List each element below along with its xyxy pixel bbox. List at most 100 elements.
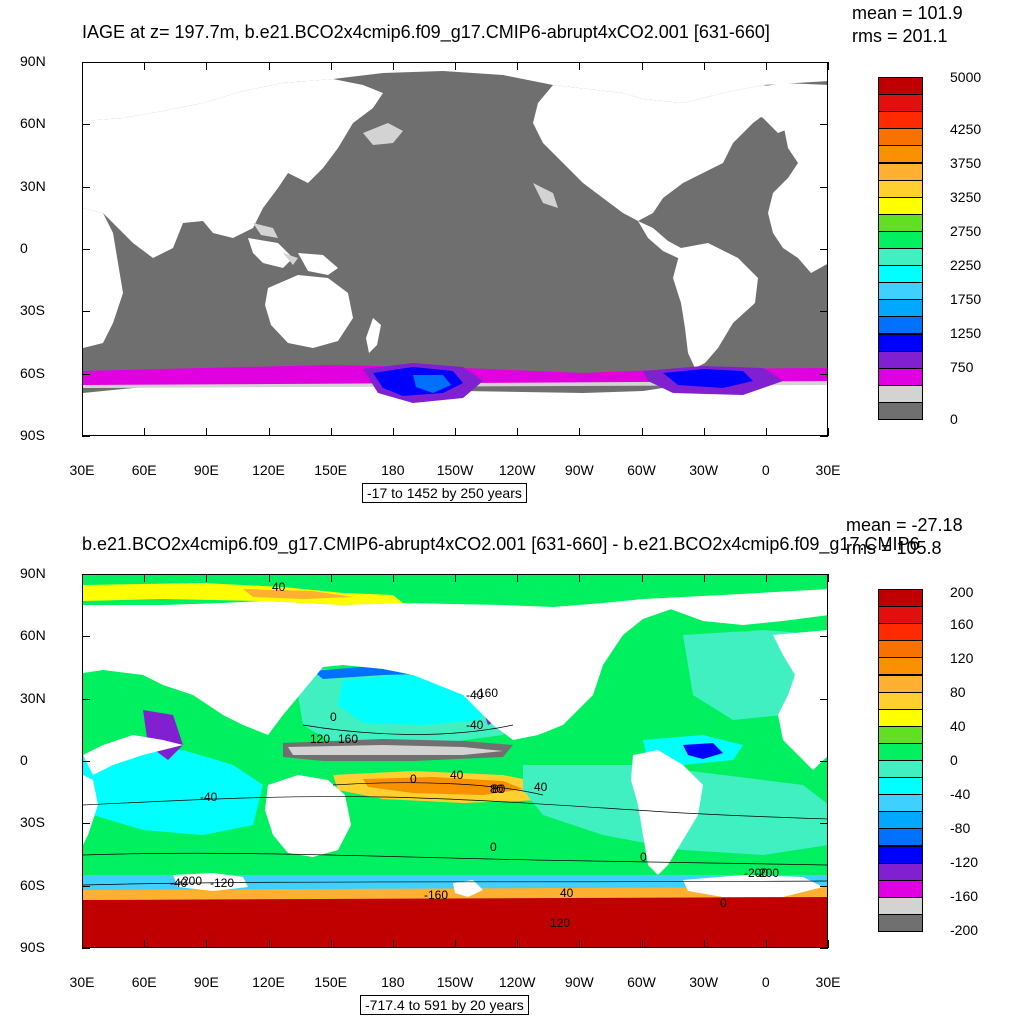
top-colorbar-label: 1750 <box>950 291 982 307</box>
top-colorbar-label: 2250 <box>950 257 982 273</box>
bottom-colorbar-swatch <box>878 674 923 693</box>
bottom-lon-tick <box>330 940 332 948</box>
top-lon-label: 0 <box>761 462 770 478</box>
bottom-lon-tick <box>144 574 146 582</box>
top-lon-tick <box>641 428 643 436</box>
top-map-title: IAGE at z= 197.7m, b.e21.BCO2x4cmip6.f09… <box>82 22 770 42</box>
top-lat-tick <box>82 249 90 250</box>
top-rms-label: rms = 201.1 <box>852 26 948 46</box>
contour-label: 0 <box>490 840 497 854</box>
bottom-lon-tick <box>144 940 146 948</box>
bottom-lon-tick <box>641 574 643 582</box>
contour-label: -200 <box>178 874 203 888</box>
bottom-lat-tick <box>82 698 90 700</box>
top-colorbar-swatch <box>878 248 923 267</box>
arctic-orange <box>243 589 353 599</box>
top-lon-label: 150E <box>314 462 348 478</box>
contour-label: 0 <box>720 896 727 910</box>
top-colorbar-swatch <box>878 384 923 403</box>
top-lon-label: 60E <box>131 462 157 478</box>
bottom-mean-label: mean = -27.18 <box>846 515 963 535</box>
bottom-colorbar-swatch <box>878 896 923 915</box>
top-colorbar-swatch <box>878 94 923 113</box>
bottom-lat-tick <box>82 885 90 887</box>
contour-label: 40 <box>534 780 548 794</box>
top-lon-label: 30W <box>689 462 719 478</box>
bottom-lon-tick <box>392 940 394 948</box>
top-lon-label: 60W <box>627 462 656 478</box>
bottom-lon-tick <box>765 940 767 948</box>
bottom-colorbar-swatch <box>878 879 923 898</box>
bottom-colorbar-label: 120 <box>950 650 974 666</box>
bottom-colorbar-label: 200 <box>950 584 974 600</box>
bottom-lon-tick <box>703 940 705 948</box>
contour-label: -160 <box>424 888 449 902</box>
bottom-colorbar-swatch <box>878 589 923 608</box>
top-colorbar-swatch <box>878 213 923 232</box>
bottom-colorbar-swatch <box>878 691 923 710</box>
top-lon-tick <box>392 428 394 436</box>
bottom-colorbar-swatch <box>878 811 923 830</box>
top-lon-tick <box>765 62 767 70</box>
top-lon-label: 150W <box>436 462 474 478</box>
top-map-plot <box>82 62 828 436</box>
bottom-colorbar-swatch <box>878 640 923 659</box>
top-colorbar-swatch <box>878 111 923 130</box>
top-lon-tick <box>517 62 519 70</box>
bottom-lon-label: 90E <box>193 974 219 990</box>
bottom-lat-label: 30S <box>20 814 45 831</box>
bottom-lon-tick <box>268 574 270 582</box>
bottom-lon-tick <box>330 574 332 582</box>
bottom-lat-label: 0 <box>20 752 28 768</box>
bottom-colorbar-label: -200 <box>950 922 979 938</box>
top-colorbar-swatch <box>878 162 923 181</box>
top-lon-label: 90W <box>564 462 594 478</box>
top-lat-tick <box>820 62 828 63</box>
top-lat-tick <box>820 311 828 313</box>
bottom-lon-tick <box>206 940 208 948</box>
top-lon-tick <box>330 62 332 70</box>
contour-label: 80 <box>492 782 506 796</box>
top-lon-tick <box>703 62 705 70</box>
top-lat-tick <box>820 186 828 188</box>
bottom-lon-label: 30E <box>815 974 841 990</box>
bottom-lon-label: 120W <box>498 974 536 990</box>
bottom-colorbar-swatch <box>878 777 923 796</box>
bottom-lat-tick <box>820 636 828 638</box>
top-colorbar-swatch <box>878 333 923 352</box>
bottom-lon-label: 150W <box>436 974 474 990</box>
bottom-colorbar-swatch <box>878 862 923 881</box>
top-lat-label: 60N <box>20 115 46 132</box>
top-lon-tick <box>455 428 456 436</box>
contour-label: 120 <box>550 916 571 930</box>
contour-label: 160 <box>338 732 359 746</box>
top-colorbar-swatch <box>878 350 923 369</box>
top-colorbar-swatch <box>878 179 923 198</box>
contour-label: -40 <box>466 718 484 732</box>
bottom-lon-label: 0 <box>761 974 770 990</box>
top-lat-tick <box>820 124 828 126</box>
bottom-lat-label: 90N <box>20 565 46 581</box>
top-mean-label: mean = 101.9 <box>852 3 963 23</box>
equator-grey <box>288 745 503 755</box>
bottom-map-title: b.e21.BCO2x4cmip6.f09_g17.CMIP6-abrupt4x… <box>82 534 920 554</box>
bottom-lon-tick <box>455 574 456 582</box>
top-lon-tick <box>517 428 519 436</box>
indian-cyan <box>83 750 263 835</box>
bottom-lat-tick <box>820 823 828 825</box>
bottom-lat-tick <box>820 948 828 949</box>
top-lat-label: 30N <box>20 177 46 194</box>
contour-label: -40 <box>200 790 218 804</box>
top-lat-label: 30S <box>20 302 45 319</box>
top-lon-label: 120E <box>252 462 285 478</box>
top-colorbar-label: 750 <box>950 359 974 375</box>
bottom-lat-label: 60S <box>20 876 45 893</box>
bottom-colorbar-swatch <box>878 845 923 864</box>
bottom-land <box>83 589 827 897</box>
top-range-info: -17 to 1452 by 250 years <box>362 483 527 503</box>
top-lat-tick <box>82 124 90 126</box>
bottom-lat-label: 30N <box>20 689 46 706</box>
top-lon-label: 30E <box>815 462 841 478</box>
top-lon-tick <box>828 428 829 436</box>
arctic-yellow <box>83 583 403 605</box>
